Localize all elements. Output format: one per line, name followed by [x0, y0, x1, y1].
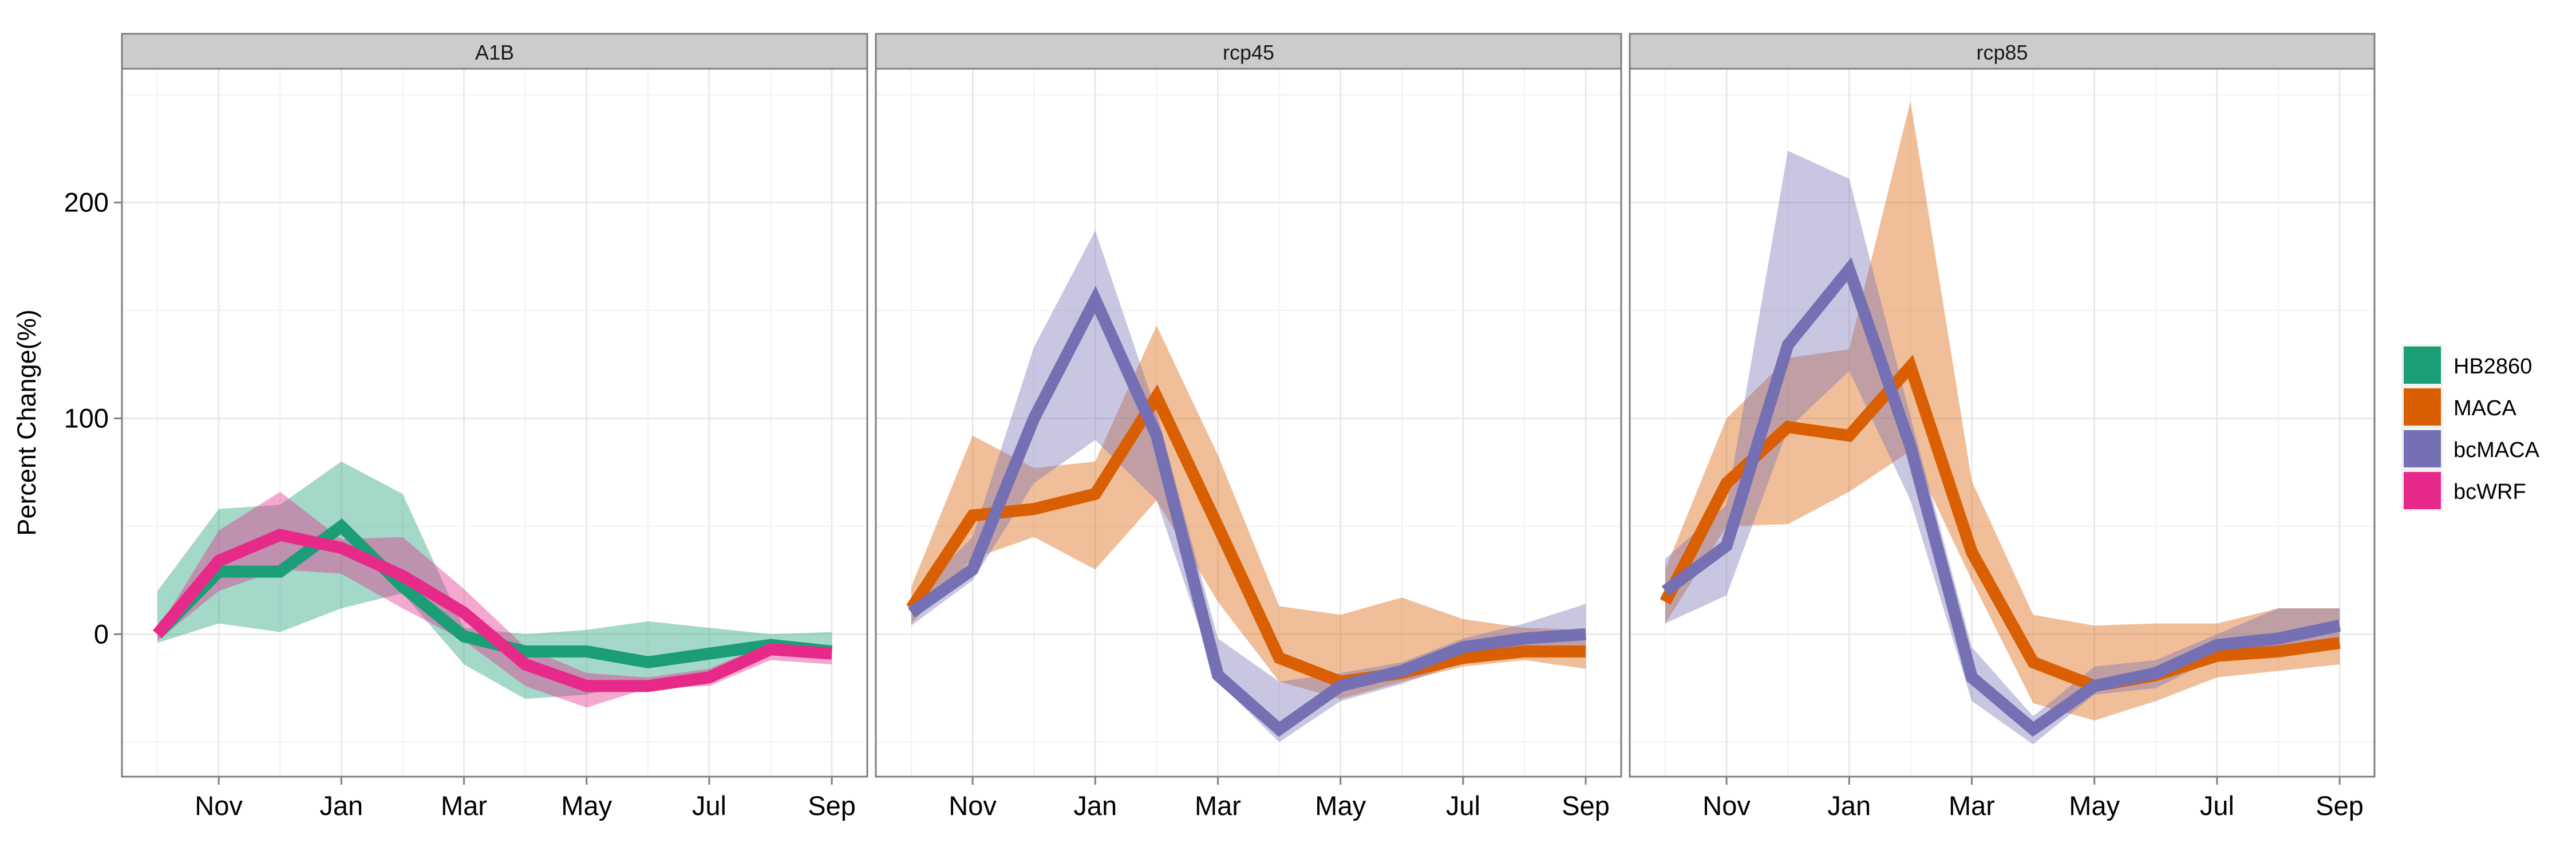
line-bcMACA [907, 286, 1586, 737]
x-tick-label: Jan [319, 790, 363, 821]
ribbon-bcMACA [1665, 151, 2340, 745]
panel-rcp45: rcp45 Nov Jan Mar May Jul Sep [875, 33, 1622, 821]
ribbon-MACA [911, 325, 1586, 699]
ribbon-bcMACA [911, 230, 1586, 742]
legend-label: MACA [2453, 396, 2516, 420]
facet-strip [121, 33, 868, 70]
x-tick-label: Nov [195, 790, 243, 821]
y-tick-label: 200 [64, 187, 109, 218]
legend-key-HB2860 [2404, 347, 2441, 384]
x-tick-label: Jul [1446, 790, 1480, 821]
x-tick-label: Sep [2316, 790, 2364, 821]
x-tick-label: Sep [1562, 790, 1610, 821]
facet-strip-label: A1B [475, 41, 514, 64]
line-MACA [906, 384, 1586, 688]
x-tick-label: Mar [1949, 790, 1995, 821]
x-tick-label: Jul [692, 790, 726, 821]
panel-A1B: A1B Nov Jan Mar May Jul Sep [121, 33, 868, 821]
x-tick-label: May [1315, 790, 1366, 821]
x-tick-label: May [2069, 790, 2120, 821]
legend-label: HB2860 [2453, 355, 2532, 379]
legend-key-MACA [2404, 388, 2441, 426]
legend-key-bcWRF [2404, 472, 2441, 509]
x-tick-label: Nov [1702, 790, 1751, 821]
x-tick-label: Mar [441, 790, 487, 821]
facet-strip [875, 33, 1622, 70]
y-tick-label: 0 [94, 619, 109, 649]
facet-strip-label: rcp45 [1223, 41, 1274, 64]
x-tick-label: Sep [808, 790, 856, 821]
x-tick-label: Jul [2200, 790, 2234, 821]
facet-strip [1629, 33, 2376, 70]
legend-label: bcWRF [2453, 480, 2526, 504]
legend-label: bcMACA [2453, 438, 2540, 462]
x-tick-label: Mar [1195, 790, 1241, 821]
line-bcMACA [1661, 257, 2341, 737]
panel-rcp85: rcp85 Nov Jan Mar May Jul Sep [1629, 33, 2376, 821]
x-tick-label: May [561, 790, 612, 821]
line-MACA [1660, 355, 2341, 692]
x-tick-label: Jan [1827, 790, 1871, 821]
ribbon-HB2860 [157, 461, 832, 699]
line-bcWRF [152, 529, 832, 692]
legend-key-bcMACA [2404, 430, 2441, 467]
x-tick-label: Nov [949, 790, 997, 821]
y-axis-title: Percent Change(%) [12, 309, 41, 536]
legend: HB2860 MACA bcMACA bcWRF [2401, 344, 2540, 511]
y-tick-label: 100 [64, 403, 109, 433]
x-tick-label: Jan [1073, 790, 1117, 821]
facet-strip-label: rcp85 [1976, 41, 2028, 64]
